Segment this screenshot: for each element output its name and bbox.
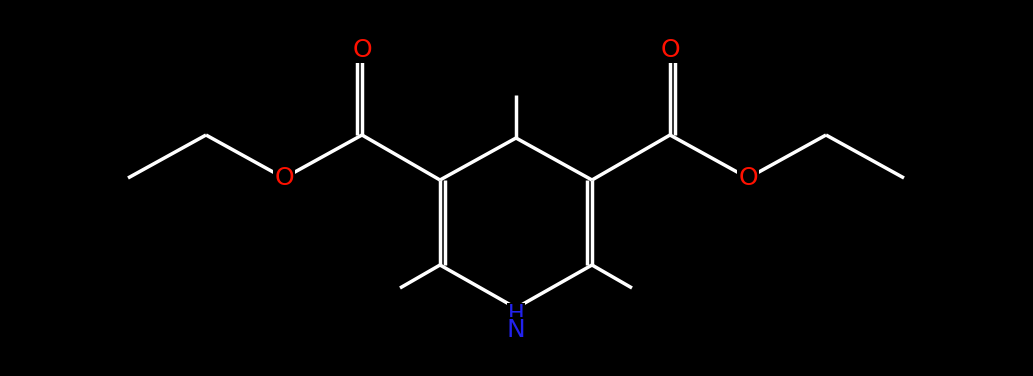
Text: O: O (352, 38, 372, 62)
Text: O: O (739, 166, 758, 190)
Text: O: O (274, 166, 293, 190)
Text: N: N (506, 318, 526, 342)
Text: O: O (660, 38, 680, 62)
Text: H: H (507, 304, 525, 324)
